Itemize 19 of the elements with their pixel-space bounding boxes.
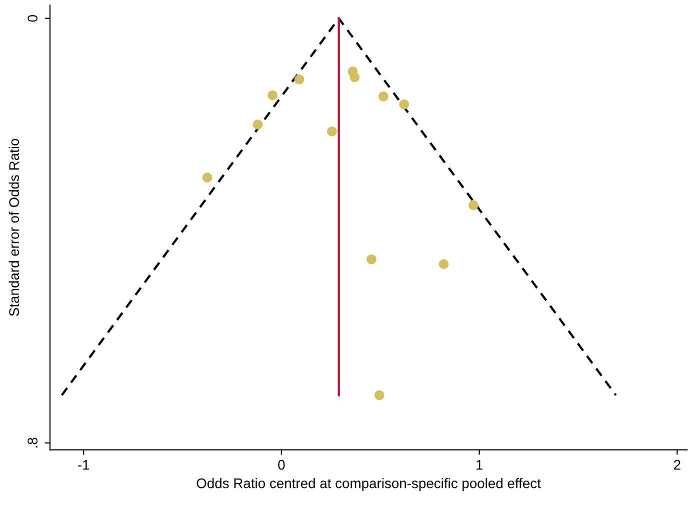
- point: [252, 120, 263, 130]
- point: [468, 200, 478, 210]
- x-tick-label: 2: [674, 460, 680, 470]
- point: [202, 172, 212, 182]
- x-tick-label: 1: [476, 460, 482, 470]
- x-tick-label: 0: [278, 460, 285, 470]
- x-tick-label: -1: [78, 460, 90, 470]
- point: [327, 126, 337, 136]
- point: [268, 90, 278, 100]
- point: [374, 390, 384, 400]
- point: [366, 254, 376, 264]
- y-axis-title: Standard error of Odds Ratio: [8, 138, 19, 316]
- x-axis-title: Odds Ratio centred at comparison-specific pooled effect: [196, 478, 541, 491]
- point: [438, 259, 449, 269]
- y-tick-label: .8: [28, 438, 38, 448]
- point: [350, 72, 360, 82]
- point: [378, 91, 388, 102]
- point: [399, 99, 410, 110]
- point: [294, 74, 304, 84]
